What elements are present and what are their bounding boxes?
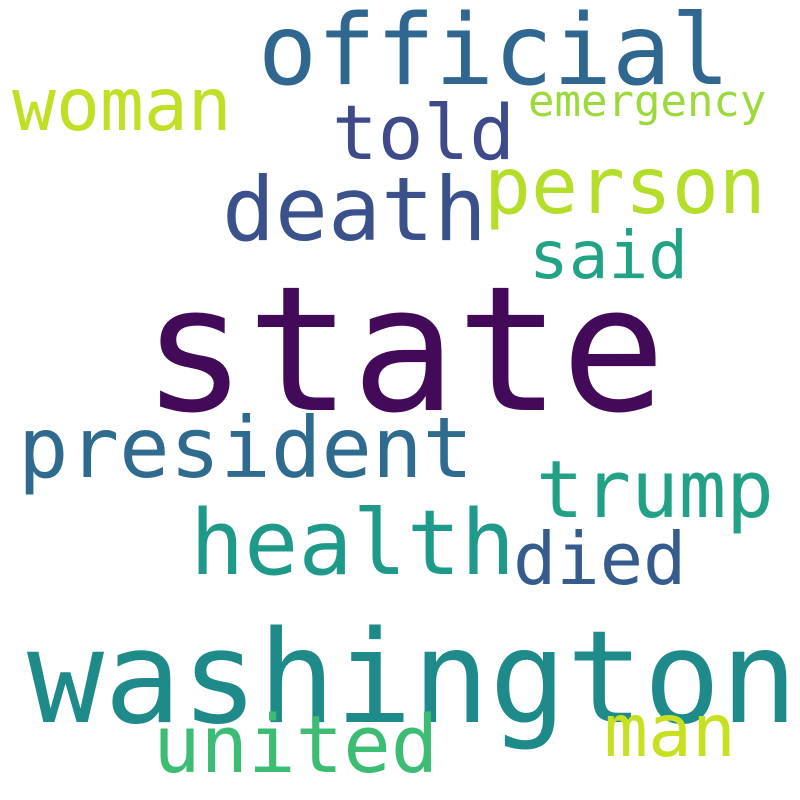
word-washington: washington: [27, 604, 798, 753]
word-president: president: [18, 399, 474, 497]
word-emergency: emergency: [528, 76, 767, 127]
word-said: said: [529, 217, 688, 294]
word-official: official: [258, 0, 731, 108]
word-died: died: [513, 517, 687, 601]
word-person: person: [484, 142, 766, 232]
word-united: united: [153, 699, 439, 791]
word-state: state: [142, 249, 666, 452]
word-trump: trump: [536, 444, 774, 536]
word-woman: woman: [12, 63, 232, 148]
word-health: health: [190, 491, 516, 596]
word-man: man: [604, 689, 736, 774]
word-death: death: [222, 158, 487, 261]
word-told: told: [332, 88, 516, 177]
